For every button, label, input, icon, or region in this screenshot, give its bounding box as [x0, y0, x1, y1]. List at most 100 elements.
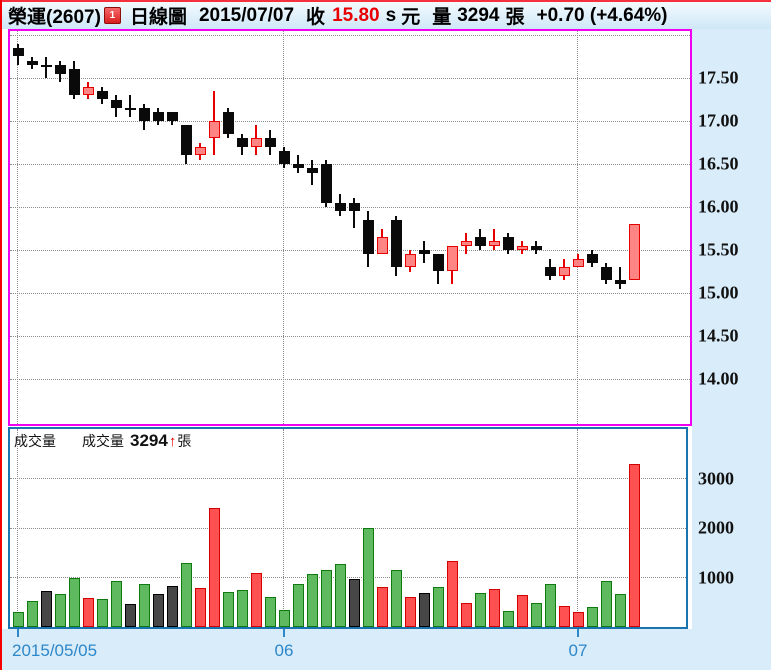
volume-bar	[236, 590, 248, 627]
candle	[572, 258, 584, 268]
candle	[628, 224, 640, 281]
volume-bar	[502, 611, 514, 627]
candle	[222, 112, 234, 134]
candle	[558, 267, 570, 276]
price-gridline	[10, 164, 690, 165]
volume-bar	[166, 585, 178, 627]
price-axis-label: 16.00	[698, 196, 739, 217]
volume-legend-label: 成交量	[82, 433, 124, 449]
volume-legend: 成交量 成交量 3294 ↑ 張	[14, 431, 191, 451]
candle	[474, 237, 486, 246]
volume-axis-label: 2000	[698, 517, 734, 538]
price-axis-label: 14.50	[698, 325, 739, 346]
date-tick	[283, 629, 285, 637]
volume-bar	[138, 584, 150, 627]
chart-type-label: 日線圖	[129, 7, 187, 28]
volume-axis-label: 1000	[698, 567, 734, 588]
volume-bar	[26, 600, 38, 627]
candle	[390, 219, 402, 268]
candle	[362, 219, 374, 255]
candle	[334, 202, 346, 212]
volume-chart-panel[interactable]	[8, 427, 688, 629]
volume-bar	[432, 586, 444, 627]
candle	[516, 245, 528, 250]
volume-bar	[96, 599, 108, 627]
price-gridline	[10, 78, 690, 79]
candle	[236, 138, 248, 147]
close-suffix: s	[385, 4, 397, 26]
candle	[376, 237, 388, 255]
volume-bar	[82, 597, 94, 627]
price-axis-label: 17.50	[698, 67, 739, 88]
volume-bar	[530, 603, 542, 627]
candle	[446, 245, 458, 272]
candle-wick	[619, 267, 621, 289]
candle	[40, 65, 52, 68]
volume-bar	[124, 604, 136, 627]
price-axis-label: 16.50	[698, 153, 739, 174]
candle	[180, 125, 192, 156]
price-gridline	[10, 379, 690, 380]
volume-bar	[278, 609, 290, 627]
volume-value: 3294	[457, 4, 500, 26]
volume-gridline	[10, 577, 686, 578]
price-gridline	[10, 250, 690, 251]
volume-bar	[446, 561, 458, 627]
volume-label: 量	[432, 7, 452, 28]
date-gridline	[17, 31, 18, 424]
right-axis-strip	[692, 29, 771, 670]
volume-bar	[40, 590, 52, 627]
volume-bar	[418, 593, 430, 627]
volume-bar	[544, 583, 556, 627]
header-bar: 榮運(2607) 1 日線圖 2015/07/07 收 15.80 s 元 量 …	[2, 2, 771, 29]
candle	[166, 112, 178, 121]
volume-bar	[306, 574, 318, 627]
price-gridline	[10, 121, 690, 122]
date-gridline	[283, 429, 284, 627]
volume-bar	[376, 586, 388, 627]
candle	[54, 65, 66, 74]
bottom-axis-strip	[0, 629, 771, 670]
date-tick	[17, 629, 19, 637]
candle	[306, 168, 318, 173]
volume-bar	[600, 581, 612, 627]
volume-gridline	[10, 528, 686, 529]
volume-axis-label: 3000	[698, 468, 734, 489]
candle	[600, 267, 612, 281]
date-axis-label: 06	[274, 641, 294, 660]
price-chart-panel[interactable]	[8, 29, 692, 426]
candle	[614, 280, 626, 285]
candle	[348, 202, 360, 212]
candle	[586, 254, 598, 263]
stock-badge-icon[interactable]: 1	[103, 7, 121, 24]
price-gridline	[10, 35, 690, 36]
candle	[138, 108, 150, 121]
volume-bar	[222, 591, 234, 627]
date-axis-label: 2015/05/05	[12, 641, 98, 660]
candle	[152, 112, 164, 121]
volume-bar	[474, 592, 486, 627]
volume-bar	[460, 603, 472, 627]
volume-bar	[208, 508, 220, 627]
volume-bar	[12, 612, 24, 627]
volume-bar	[68, 577, 80, 627]
volume-bar	[572, 612, 584, 627]
candle-wick	[493, 228, 495, 250]
window-top-border	[0, 0, 771, 2]
date-gridline	[577, 31, 578, 424]
candle	[292, 164, 304, 169]
candle	[26, 60, 38, 66]
candle	[264, 138, 276, 147]
candle	[488, 241, 500, 246]
candle-wick	[45, 56, 47, 78]
candle	[124, 108, 136, 111]
date-gridline	[283, 31, 284, 424]
price-axis-label: 15.50	[698, 239, 739, 260]
volume-bar	[614, 594, 626, 627]
stock-title: 榮運(2607)	[8, 7, 101, 28]
change-text: +0.70 (+4.64%)	[536, 4, 668, 26]
close-label: 收	[306, 7, 326, 28]
date-axis-label: 07	[568, 641, 588, 660]
volume-bar	[54, 593, 66, 627]
